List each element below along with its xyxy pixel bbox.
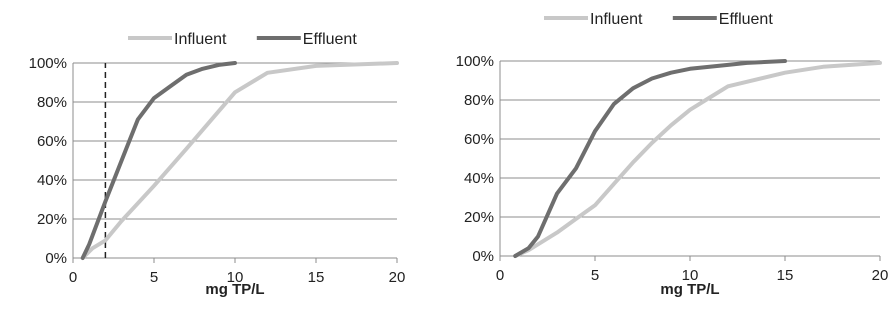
- x-tick-label: 0: [496, 267, 504, 284]
- y-tick-label: 20%: [464, 209, 494, 226]
- legend-label-influent: Influent: [590, 11, 643, 28]
- x-tick-label: 5: [591, 267, 599, 284]
- y-tick-label: 60%: [37, 133, 67, 150]
- x-tick-label: 20: [872, 267, 889, 284]
- y-tick-label: 80%: [37, 94, 67, 111]
- x-tick-label: 0: [69, 269, 77, 286]
- legend-label-effluent: Effluent: [719, 11, 774, 28]
- series-line-influent: [513, 60, 882, 258]
- x-tick-label: 10: [682, 267, 699, 284]
- x-axis-title: mg TP/L: [205, 281, 264, 298]
- x-tick-label: 20: [389, 269, 406, 286]
- legend-label-influent: Influent: [174, 31, 227, 48]
- x-tick-label: 5: [150, 269, 158, 286]
- legend-label-effluent: Effluent: [303, 31, 358, 48]
- x-tick-label: 10: [227, 269, 244, 286]
- y-tick-label: 20%: [37, 211, 67, 228]
- y-tick-label: 40%: [37, 172, 67, 189]
- y-tick-label: 100%: [29, 55, 67, 72]
- x-axis-title: mg TP/L: [660, 281, 719, 298]
- series-line-effluent: [513, 59, 787, 258]
- y-tick-label: 80%: [464, 92, 494, 109]
- y-tick-label: 0%: [45, 250, 67, 267]
- series-line-influent: [80, 61, 399, 260]
- y-tick-label: 100%: [456, 53, 494, 70]
- y-tick-label: 60%: [464, 131, 494, 148]
- chart-left: 0% 20% 40% 60% 80% 100% 0 5 10 15 20 mg TP/L Influen…: [29, 31, 406, 298]
- x-tick-label: 15: [777, 267, 794, 284]
- y-tick-label: 40%: [464, 170, 494, 187]
- x-tick-label: 15: [308, 269, 325, 286]
- y-tick-label: 0%: [472, 248, 494, 265]
- chart-right: 0% 20% 40% 60% 80% 100% 0 5 10 15 20 mg TP/L Influen…: [456, 11, 889, 298]
